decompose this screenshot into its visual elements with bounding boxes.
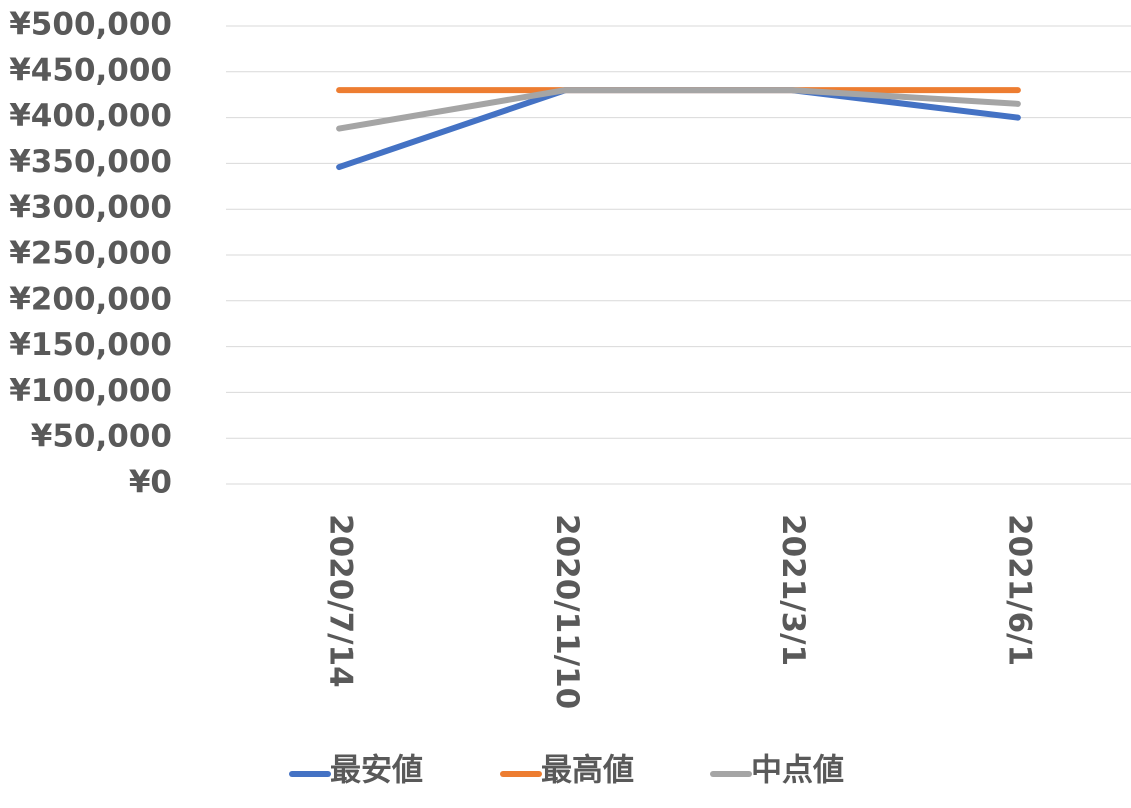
- series-line: [336, 87, 1021, 132]
- x-tick-label: 2021/6/1: [1001, 514, 1037, 666]
- y-tick-label: ¥0: [129, 465, 172, 501]
- y-tick-label: ¥450,000: [9, 52, 172, 88]
- y-tick-label: ¥300,000: [9, 190, 172, 226]
- y-tick-label: ¥50,000: [31, 419, 172, 455]
- legend-label: 最高値: [541, 753, 634, 789]
- x-tick-label: 2021/3/1: [775, 514, 811, 666]
- legend-label: 中点値: [751, 753, 844, 789]
- y-tick-label: ¥500,000: [9, 7, 172, 43]
- x-tick-label: 2020/7/14: [323, 514, 359, 688]
- legend-label: 最安値: [330, 753, 423, 789]
- y-tick-label: ¥100,000: [9, 373, 172, 409]
- y-tick-label: ¥350,000: [9, 144, 172, 180]
- series-line: [336, 87, 1021, 171]
- y-tick-label: ¥150,000: [9, 327, 172, 363]
- y-tick-label: ¥250,000: [9, 236, 172, 272]
- y-tick-label: ¥400,000: [9, 98, 172, 134]
- y-tick-label: ¥200,000: [9, 281, 172, 317]
- x-tick-label: 2020/11/10: [549, 514, 585, 709]
